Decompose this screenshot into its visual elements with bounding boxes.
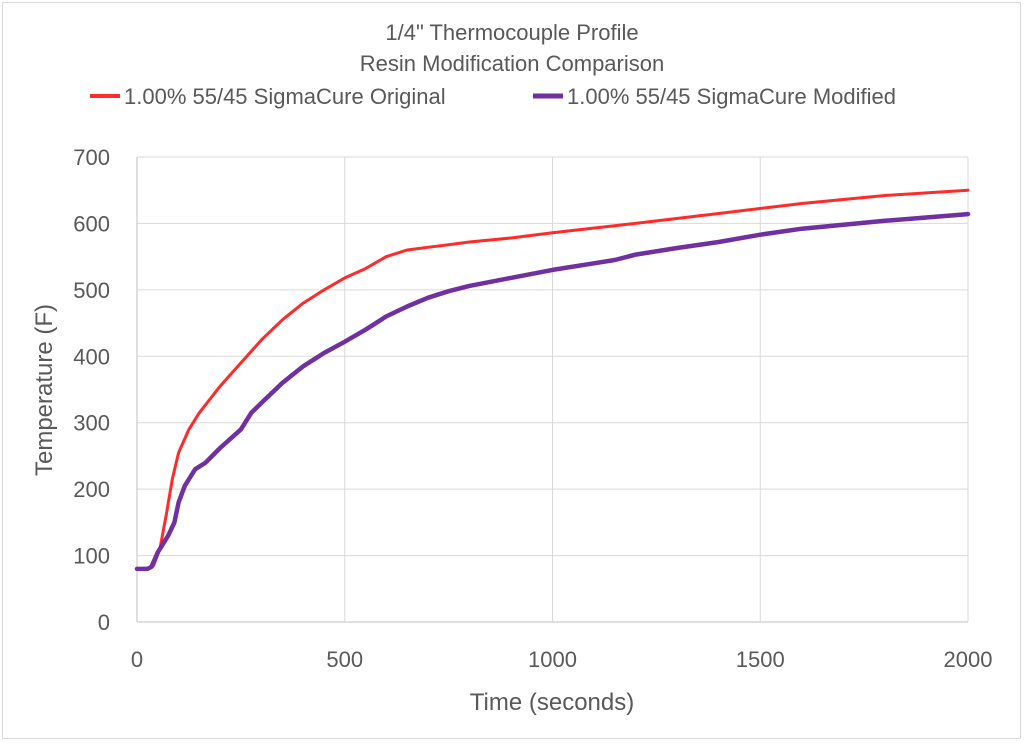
y-axis-label: Temperature (F): [31, 304, 58, 476]
y-tick-label: 200: [73, 477, 110, 502]
y-tick-label: 400: [73, 344, 110, 369]
y-tick-label: 700: [73, 145, 110, 170]
chart-title-line-1: 1/4" Thermocouple Profile: [385, 20, 638, 45]
legend-label-original: 1.00% 55/45 SigmaCure Original: [124, 84, 446, 109]
legend: 1.00% 55/45 SigmaCure Original 1.00% 55/…: [90, 84, 896, 109]
x-tick-label: 1000: [528, 647, 577, 672]
x-tick-label: 0: [131, 647, 143, 672]
series-line-original: [135, 188, 970, 571]
y-tick-label: 0: [98, 610, 110, 635]
chart-title-line-2: Resin Modification Comparison: [360, 51, 664, 76]
y-tick-label: 500: [73, 278, 110, 303]
x-tick-label: 500: [326, 647, 363, 672]
x-tick-label: 2000: [944, 647, 993, 672]
x-tick-label: 1500: [736, 647, 785, 672]
legend-label-modified: 1.00% 55/45 SigmaCure Modified: [567, 84, 896, 109]
y-tick-label: 600: [73, 211, 110, 236]
y-tick-label: 300: [73, 411, 110, 436]
x-axis-label: Time (seconds): [470, 689, 634, 716]
y-tick-label: 100: [73, 544, 110, 569]
series-line-modified: [134, 211, 971, 572]
